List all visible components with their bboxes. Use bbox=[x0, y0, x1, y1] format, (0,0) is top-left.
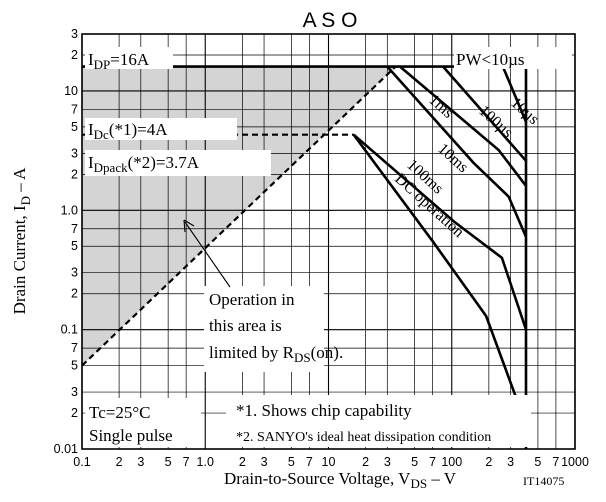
x-tick-label: 3 bbox=[384, 455, 391, 469]
x-tick-label: 5 bbox=[411, 455, 418, 469]
annotations: IDP=16A PW<10µs IDc(*1)=4A IDpack(*2)=3.… bbox=[85, 47, 572, 447]
y-axis-label: Drain Current, ID – A bbox=[10, 167, 33, 315]
x-tick-label: 5 bbox=[165, 455, 172, 469]
idp-label-bg bbox=[85, 47, 173, 69]
x-tick-label: 1.0 bbox=[197, 455, 214, 469]
x-tick-label: 5 bbox=[288, 455, 295, 469]
series-100-s bbox=[442, 65, 527, 162]
x-axis-label: Drain-to-Source Voltage, VDS – V bbox=[224, 469, 457, 491]
x-tick-label: 3 bbox=[507, 455, 514, 469]
x-tick-label: 7 bbox=[552, 455, 559, 469]
y-tick-label: 7 bbox=[71, 102, 78, 116]
idc-label-bg bbox=[85, 118, 237, 140]
y-tick-label: 3 bbox=[71, 266, 78, 280]
arrow-head-icon bbox=[183, 219, 195, 233]
label-10us: 10µs bbox=[507, 94, 542, 128]
x-tick-label: 7 bbox=[429, 455, 436, 469]
series-dc-operation bbox=[352, 133, 528, 426]
x-tick-label: 3 bbox=[137, 455, 144, 469]
y-tick-label: 3 bbox=[71, 146, 78, 160]
series-100ms bbox=[352, 133, 528, 331]
operation-note-arrow bbox=[184, 221, 231, 288]
series-10ms bbox=[386, 65, 528, 238]
x-tick-label: 1000 bbox=[561, 455, 589, 469]
note-1: *1. Shows chip capability bbox=[236, 401, 412, 420]
operation-note-line1: Operation in bbox=[209, 290, 295, 309]
x-tick-label: 2 bbox=[239, 455, 246, 469]
operation-note-line2: this area is bbox=[209, 316, 282, 335]
x-tick-label: 2 bbox=[362, 455, 369, 469]
tc-label: Tc=25°C bbox=[89, 403, 150, 422]
notes-bg bbox=[226, 395, 531, 447]
y-tick-label: 3 bbox=[71, 385, 78, 399]
y-tick-label: 5 bbox=[71, 359, 78, 373]
series-rds-on-limit bbox=[81, 65, 397, 367]
series-1ms bbox=[399, 65, 528, 187]
y-tick-label: 0.01 bbox=[54, 442, 78, 456]
idpack-label-bg bbox=[85, 150, 271, 176]
y-tick-label: 7 bbox=[71, 341, 78, 355]
y-tick-label: 0.1 bbox=[61, 323, 78, 337]
conditions-bg bbox=[85, 398, 201, 447]
single-pulse-label: Single pulse bbox=[89, 426, 173, 445]
series-10-s bbox=[501, 66, 528, 123]
x-tick-label: 7 bbox=[306, 455, 313, 469]
operation-note-bg bbox=[204, 286, 324, 372]
y-tick-label: 2 bbox=[71, 287, 78, 301]
chart-title: A S O bbox=[303, 9, 358, 32]
y-tick-label: 2 bbox=[71, 48, 78, 62]
y-tick-label: 3 bbox=[71, 27, 78, 41]
x-tick-label: 3 bbox=[261, 455, 268, 469]
operation-note-line3: limited by RDS(on). bbox=[209, 343, 343, 365]
x-tick-label: 7 bbox=[183, 455, 190, 469]
x-tick-label: 100 bbox=[441, 455, 462, 469]
idpack-label: IDpack(*2)=3.7A bbox=[88, 153, 200, 175]
y-tick-label: 7 bbox=[71, 222, 78, 236]
y-tick-label: 2 bbox=[71, 167, 78, 181]
label-10ms: 10ms bbox=[434, 140, 471, 176]
note-2: *2. SANYO's ideal heat dissipation condi… bbox=[236, 430, 491, 445]
figure-code: IT14075 bbox=[523, 474, 564, 488]
x-tick-label: 2 bbox=[485, 455, 492, 469]
idc-label: IDc(*1)=4A bbox=[88, 120, 168, 142]
y-tick-label: 10 bbox=[64, 84, 78, 98]
x-tick-label: 2 bbox=[116, 455, 123, 469]
pw-label-bg bbox=[454, 47, 572, 69]
tick-labels: 0.1 2 3 5 7 1.0 2 3 5 7 10 2 3 5 7 100 2 3 5 7 10000.0123570… bbox=[54, 27, 589, 469]
plot-frame bbox=[81, 33, 576, 450]
y-tick-label: 2 bbox=[71, 406, 78, 420]
y-tick-label: 1.0 bbox=[61, 203, 78, 217]
y-tick-label: 5 bbox=[71, 239, 78, 253]
x-tick-label: 10 bbox=[322, 455, 336, 469]
pw-label: PW<10µs bbox=[456, 50, 525, 69]
x-tick-label: 0.1 bbox=[73, 455, 90, 469]
x-tick-label: 5 bbox=[534, 455, 541, 469]
idp-label: IDP=16A bbox=[88, 50, 150, 72]
y-tick-label: 5 bbox=[71, 120, 78, 134]
